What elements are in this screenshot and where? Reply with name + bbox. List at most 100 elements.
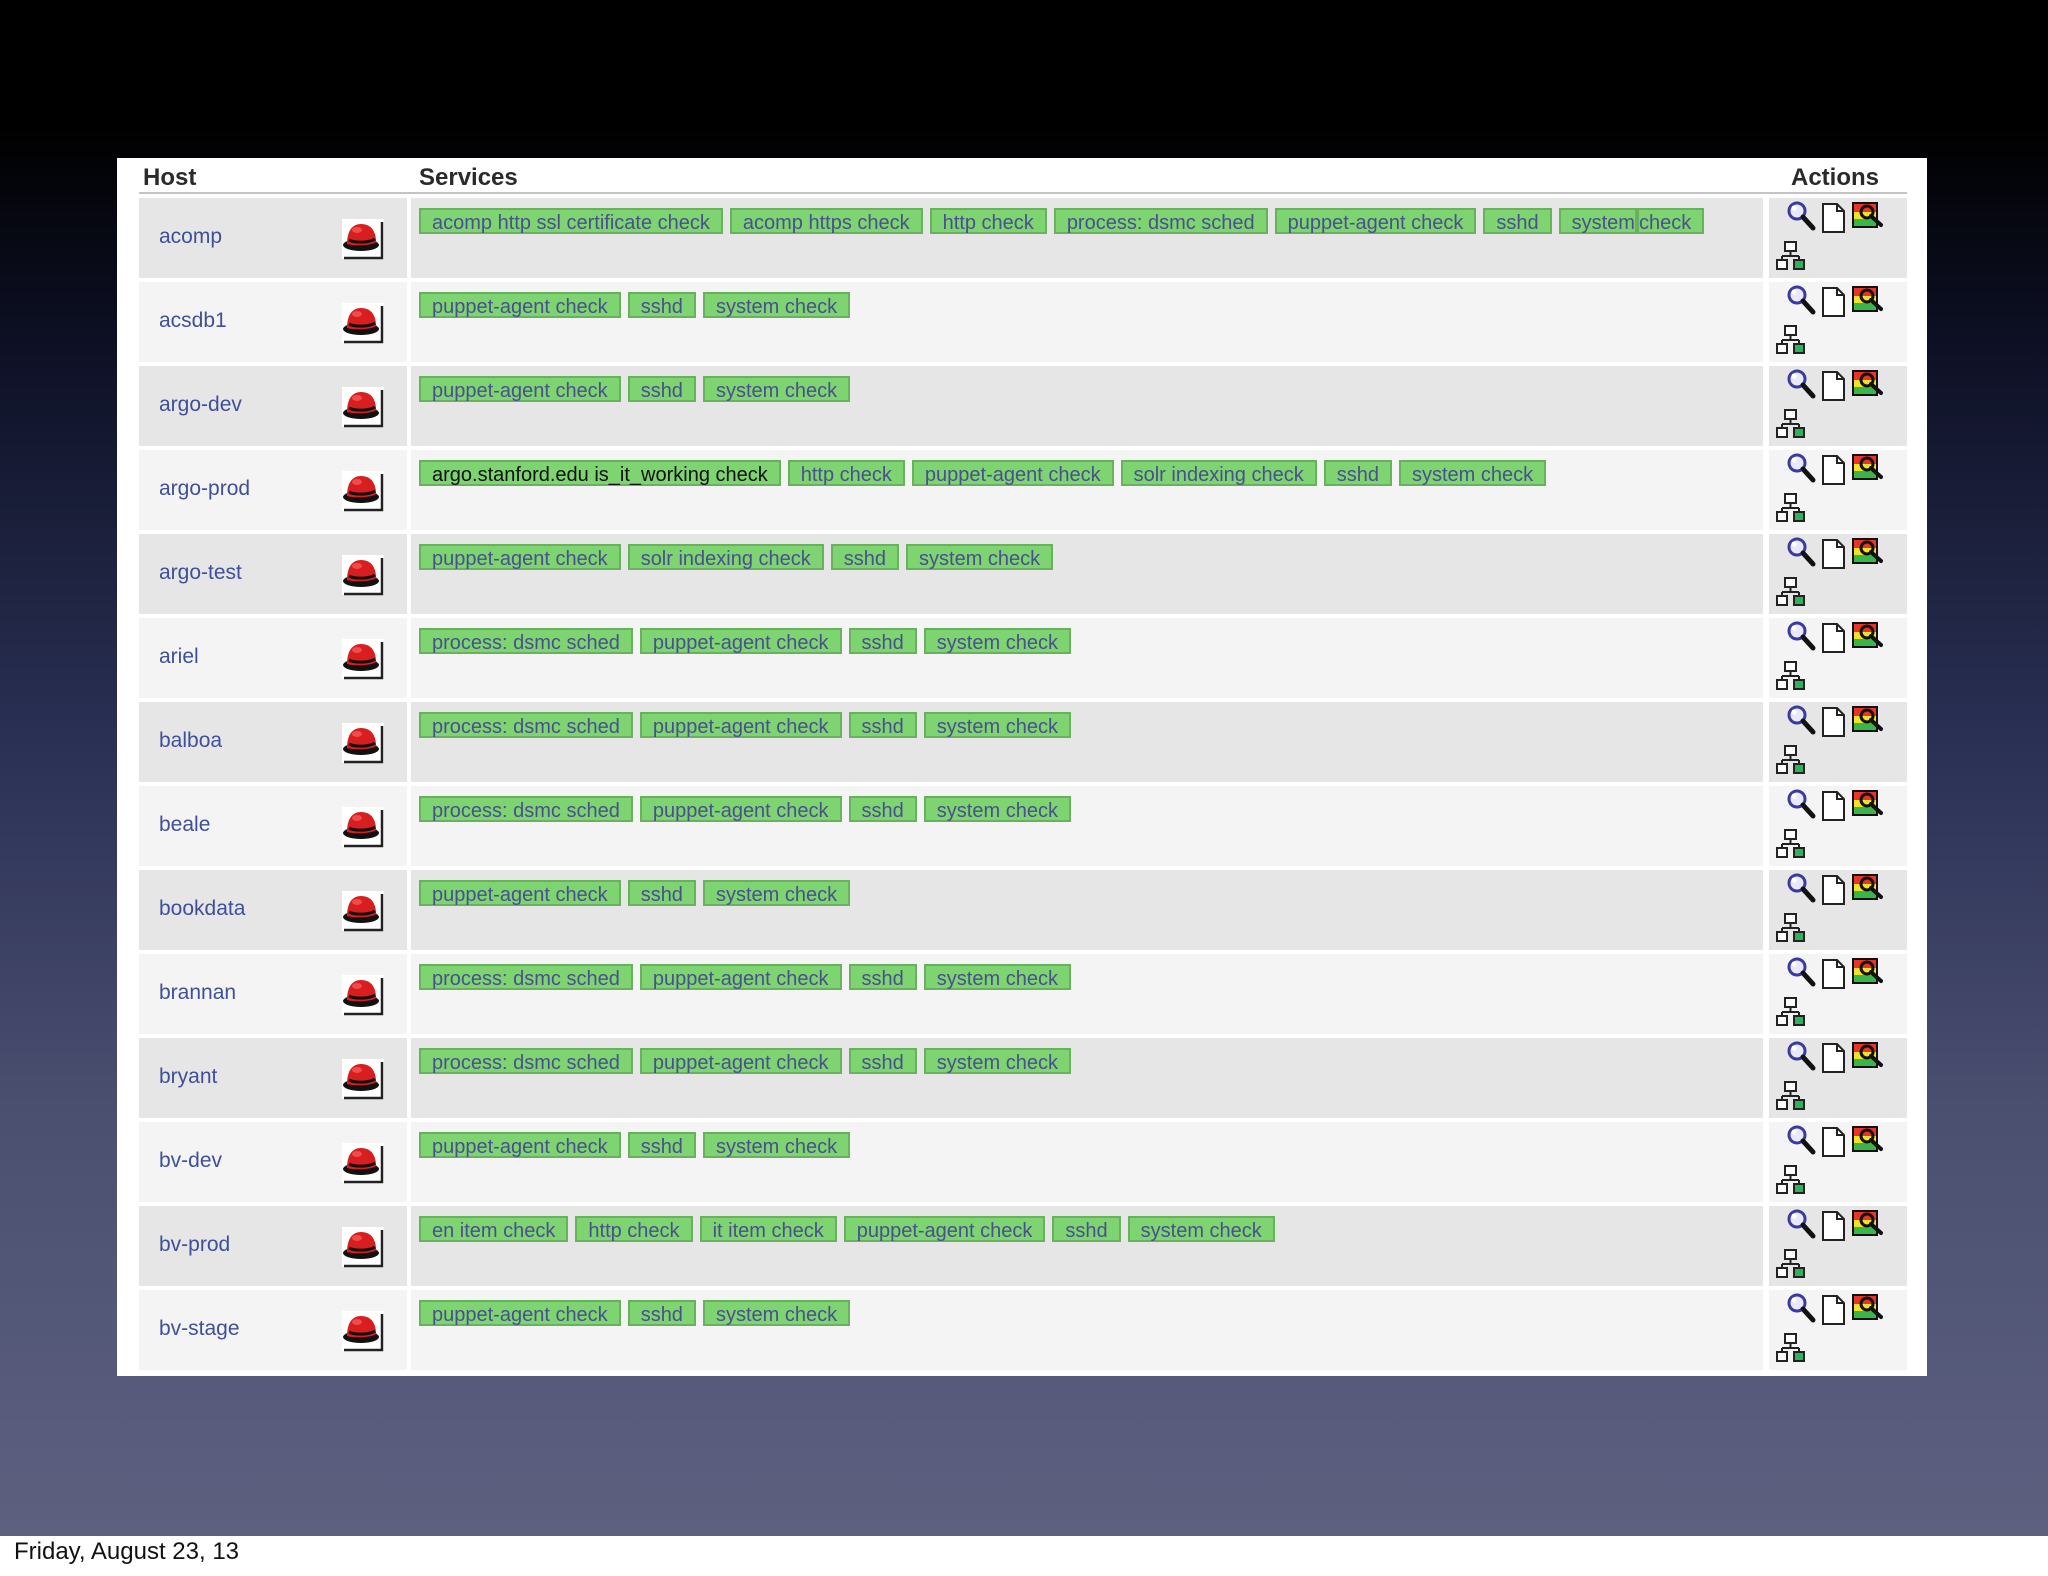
service-badge-sshd[interactable]: sshd: [830, 544, 900, 570]
notification-graph-icon[interactable]: [1851, 1040, 1883, 1072]
document-icon[interactable]: [1817, 370, 1849, 402]
service-badge-sshd[interactable]: sshd: [848, 796, 917, 822]
service-badge-sshd[interactable]: sshd: [848, 1048, 917, 1074]
document-icon[interactable]: [1817, 454, 1849, 486]
service-badge-sshd[interactable]: sshd: [627, 1300, 696, 1326]
network-map-icon[interactable]: [1775, 828, 1807, 860]
magnifier-search-icon[interactable]: [1785, 284, 1817, 316]
host-link-argo-prod[interactable]: argo-prod: [159, 477, 251, 500]
service-badge-process-dsmc-sched[interactable]: process: dsmc sched: [1053, 208, 1268, 234]
document-icon[interactable]: [1817, 790, 1849, 822]
service-badge-process-dsmc-sched[interactable]: process: dsmc sched: [419, 1048, 633, 1074]
magnifier-search-icon[interactable]: [1785, 200, 1817, 232]
service-badge-http-check[interactable]: http check: [787, 460, 905, 486]
notification-graph-icon[interactable]: [1851, 368, 1883, 400]
service-badge-puppet-agent-check[interactable]: puppet-agent check: [911, 460, 1114, 486]
network-map-icon[interactable]: [1775, 1248, 1807, 1280]
magnifier-search-icon[interactable]: [1785, 1208, 1817, 1240]
document-icon[interactable]: [1817, 1042, 1849, 1074]
magnifier-search-icon[interactable]: [1785, 788, 1817, 820]
magnifier-search-icon[interactable]: [1785, 1040, 1817, 1072]
notification-graph-icon[interactable]: [1851, 956, 1883, 988]
service-badge-puppet-agent-check[interactable]: puppet-agent check: [1274, 208, 1477, 234]
service-badge-puppet-agent-check[interactable]: puppet-agent check: [639, 964, 842, 990]
document-icon[interactable]: [1817, 1126, 1849, 1158]
service-badge-puppet-agent-check[interactable]: puppet-agent check: [639, 1048, 842, 1074]
service-badge-sshd[interactable]: sshd: [627, 376, 696, 402]
notification-graph-icon[interactable]: [1851, 1124, 1883, 1156]
network-map-icon[interactable]: [1775, 1332, 1807, 1364]
service-badge-acomp-http-ssl-certificate-check[interactable]: acomp http ssl certificate check: [419, 208, 723, 234]
service-badge-puppet-agent-check[interactable]: puppet-agent check: [419, 880, 621, 906]
host-link-beale[interactable]: beale: [159, 813, 211, 836]
service-badge-system-check[interactable]: system check: [1398, 460, 1547, 486]
service-badge-system-check[interactable]: system check: [702, 880, 851, 906]
service-badge-en-item-check[interactable]: en item check: [419, 1216, 569, 1242]
service-badge-puppet-agent-check[interactable]: puppet-agent check: [639, 628, 842, 654]
service-badge-sshd[interactable]: sshd: [848, 712, 917, 738]
service-badge-http-check[interactable]: http check: [929, 208, 1047, 234]
service-badge-argo-stanford-edu-is-it-working-check[interactable]: argo.stanford.edu is_it_working check: [419, 460, 781, 486]
network-map-icon[interactable]: [1775, 1164, 1807, 1196]
notification-graph-icon[interactable]: [1851, 452, 1883, 484]
notification-graph-icon[interactable]: [1851, 704, 1883, 736]
service-badge-sshd[interactable]: sshd: [627, 880, 696, 906]
service-badge-it-item-check[interactable]: it item check: [699, 1216, 837, 1242]
document-icon[interactable]: [1817, 958, 1849, 990]
service-badge-system-check[interactable]: system check: [702, 292, 851, 318]
document-icon[interactable]: [1817, 202, 1849, 234]
host-link-argo-dev[interactable]: argo-dev: [159, 393, 242, 416]
service-badge-solr-indexing-check[interactable]: solr indexing check: [627, 544, 824, 570]
service-badge-acomp-https-check[interactable]: acomp https check: [729, 208, 923, 234]
host-link-argo-test[interactable]: argo-test: [159, 561, 242, 584]
service-badge-sshd[interactable]: sshd: [1483, 208, 1552, 234]
magnifier-search-icon[interactable]: [1785, 620, 1817, 652]
service-badge-sshd[interactable]: sshd: [627, 292, 696, 318]
network-map-icon[interactable]: [1775, 240, 1807, 272]
service-badge-system-check[interactable]: system check: [906, 544, 1054, 570]
host-link-ariel[interactable]: ariel: [159, 645, 199, 668]
notification-graph-icon[interactable]: [1851, 536, 1883, 568]
magnifier-search-icon[interactable]: [1785, 536, 1817, 568]
service-badge-puppet-agent-check[interactable]: puppet-agent check: [419, 544, 621, 570]
network-map-icon[interactable]: [1775, 324, 1807, 356]
network-map-icon[interactable]: [1775, 912, 1807, 944]
notification-graph-icon[interactable]: [1851, 788, 1883, 820]
magnifier-search-icon[interactable]: [1785, 956, 1817, 988]
service-badge-puppet-agent-check[interactable]: puppet-agent check: [843, 1216, 1046, 1242]
network-map-icon[interactable]: [1775, 660, 1807, 692]
service-badge-puppet-agent-check[interactable]: puppet-agent check: [419, 1300, 621, 1326]
service-badge-sshd[interactable]: sshd: [1323, 460, 1392, 486]
service-badge-puppet-agent-check[interactable]: puppet-agent check: [419, 292, 621, 318]
notification-graph-icon[interactable]: [1851, 620, 1883, 652]
service-badge-system-check[interactable]: system check: [702, 1132, 851, 1158]
host-link-acomp[interactable]: acomp: [159, 225, 223, 248]
host-link-bv-stage[interactable]: bv-stage: [159, 1317, 240, 1340]
service-badge-system-check[interactable]: system check: [923, 712, 1071, 738]
network-map-icon[interactable]: [1775, 576, 1807, 608]
host-link-bookdata[interactable]: bookdata: [159, 897, 246, 920]
host-link-bv-dev[interactable]: bv-dev: [159, 1149, 223, 1172]
document-icon[interactable]: [1817, 538, 1849, 570]
service-badge-puppet-agent-check[interactable]: puppet-agent check: [639, 796, 842, 822]
host-link-balboa[interactable]: balboa: [159, 729, 223, 752]
service-badge-puppet-agent-check[interactable]: puppet-agent check: [639, 712, 842, 738]
service-badge-sshd[interactable]: sshd: [848, 964, 917, 990]
service-badge-http-check[interactable]: http check: [575, 1216, 693, 1242]
service-badge-process-dsmc-sched[interactable]: process: dsmc sched: [419, 712, 633, 738]
document-icon[interactable]: [1817, 874, 1849, 906]
service-badge-puppet-agent-check[interactable]: puppet-agent check: [419, 1132, 621, 1158]
network-map-icon[interactable]: [1775, 744, 1807, 776]
magnifier-search-icon[interactable]: [1785, 704, 1817, 736]
host-link-bryant[interactable]: bryant: [159, 1065, 218, 1088]
magnifier-search-icon[interactable]: [1785, 452, 1817, 484]
service-badge-system-check[interactable]: system check: [923, 628, 1071, 654]
document-icon[interactable]: [1817, 1210, 1849, 1242]
service-badge-sshd[interactable]: sshd: [627, 1132, 696, 1158]
service-badge-system-check[interactable]: system check: [702, 376, 851, 402]
magnifier-search-icon[interactable]: [1785, 1292, 1817, 1324]
network-map-icon[interactable]: [1775, 1080, 1807, 1112]
document-icon[interactable]: [1817, 622, 1849, 654]
host-link-acsdb1[interactable]: acsdb1: [159, 309, 227, 332]
notification-graph-icon[interactable]: [1851, 1208, 1883, 1240]
